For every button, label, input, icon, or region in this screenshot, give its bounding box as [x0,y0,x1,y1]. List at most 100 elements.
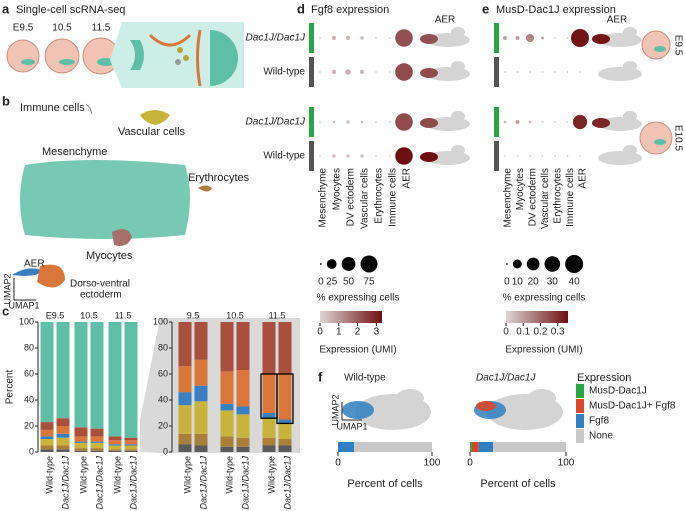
dot [515,35,520,41]
umap [342,401,374,419]
dot [529,155,531,157]
x-tick-label: Wild-type [266,456,276,494]
dot [528,120,532,124]
bar-segment [124,322,138,438]
dot [332,154,336,158]
x-tick-label: Wild-type [112,456,122,494]
legend-label: None [589,431,613,442]
dot [346,154,350,158]
bar-segment [90,428,104,437]
legend-label: Fgf8 [589,416,609,427]
bar-segment [353,442,432,452]
size-legend-label: 75 [363,277,375,288]
dot [516,71,519,73]
dot [375,71,377,73]
dot [319,37,321,39]
umap [12,103,212,301]
bar-segment [220,410,234,437]
highlight-box [276,373,294,425]
dot [389,155,391,157]
y-tick-label: 0 [163,446,168,456]
size-legend-dot [360,255,378,273]
bar-segment [74,442,88,449]
bar-segment [278,322,292,374]
stage-label: E9.5 [672,35,683,56]
panel-label: b [2,93,10,108]
stage-label: 11.5 [92,23,111,34]
cluster-label: Myocytes [86,250,133,262]
umap-thumbnail [420,152,438,162]
row-bar [309,23,314,53]
size-legend-dot [326,259,337,269]
umap-thumbnail [623,145,637,155]
bar-segment [278,439,292,446]
bar-segment [90,448,104,451]
dot [389,121,391,123]
bar-segment [470,442,472,452]
x-tick-label: Wild-type [182,456,192,494]
dot [375,155,377,157]
bar-segment [178,392,192,406]
column-label: AER [402,168,413,189]
stage-label: E10.5 [672,125,683,152]
bar-segment [74,436,88,442]
umap-thumbnail [623,111,637,121]
dot [515,119,520,125]
bar-segment [278,374,292,420]
x-tick-label: Dac1J/Dac1J [94,456,104,510]
colorbar-tick-label: 0.2 [533,327,547,338]
dot [579,71,581,73]
bar-segment [178,405,192,434]
dot [554,121,556,123]
legend-swatch [576,429,584,443]
bar-segment [56,433,70,438]
umap-thumbnail [451,145,465,155]
umap [528,389,556,407]
y-tick-label: 40 [24,394,34,404]
row-bar [309,107,314,137]
y-tick-label: 100 [19,316,34,326]
bar-segment [478,442,494,452]
bar-segment [74,322,88,428]
column-label: Vascular cells [360,168,371,229]
dot [566,121,569,123]
size-legend-dot [526,257,540,271]
x-axis-label: Percent of cells [480,478,556,490]
bar-segment [262,413,276,419]
bar-segment [194,445,208,452]
dot [504,155,506,157]
dot [541,155,544,157]
panel-label: d [297,1,305,16]
legend-title: Expression (UMI) [319,345,396,356]
legend-swatch [576,384,584,398]
group-label: 10.5 [80,310,98,320]
bar-segment [90,436,104,442]
bar-segment [236,370,250,407]
size-legend-label: 20 [528,277,540,288]
size-legend-label: 0 [318,277,324,288]
size-legend-dot [512,259,522,269]
x-tick-label: Dac1J/Dac1J [282,456,292,510]
umap-axes [341,402,362,421]
embryo-icon [639,121,673,155]
dot [541,71,544,73]
dot [345,35,351,41]
bar-segment [74,441,88,443]
colorbar-tick-label: 2 [355,327,361,338]
umap-thumbnail [420,68,438,78]
panel-title: Single-cell scRNA-seq [16,4,125,16]
bar-segment [74,427,88,437]
bar-segment [236,406,250,415]
bar-segment [108,444,122,446]
size-legend-label: 10 [512,277,524,288]
bar-segment [220,446,234,452]
bar-segment [108,449,122,451]
bar-segment [220,322,234,372]
group-label: 11.5 [269,310,286,320]
row-bar [309,57,314,87]
size-legend-dot [506,263,508,265]
umap-thumbnail [451,27,465,37]
bar-segment [278,445,292,452]
dot [541,36,544,40]
y-tick-label: 20 [158,420,168,430]
